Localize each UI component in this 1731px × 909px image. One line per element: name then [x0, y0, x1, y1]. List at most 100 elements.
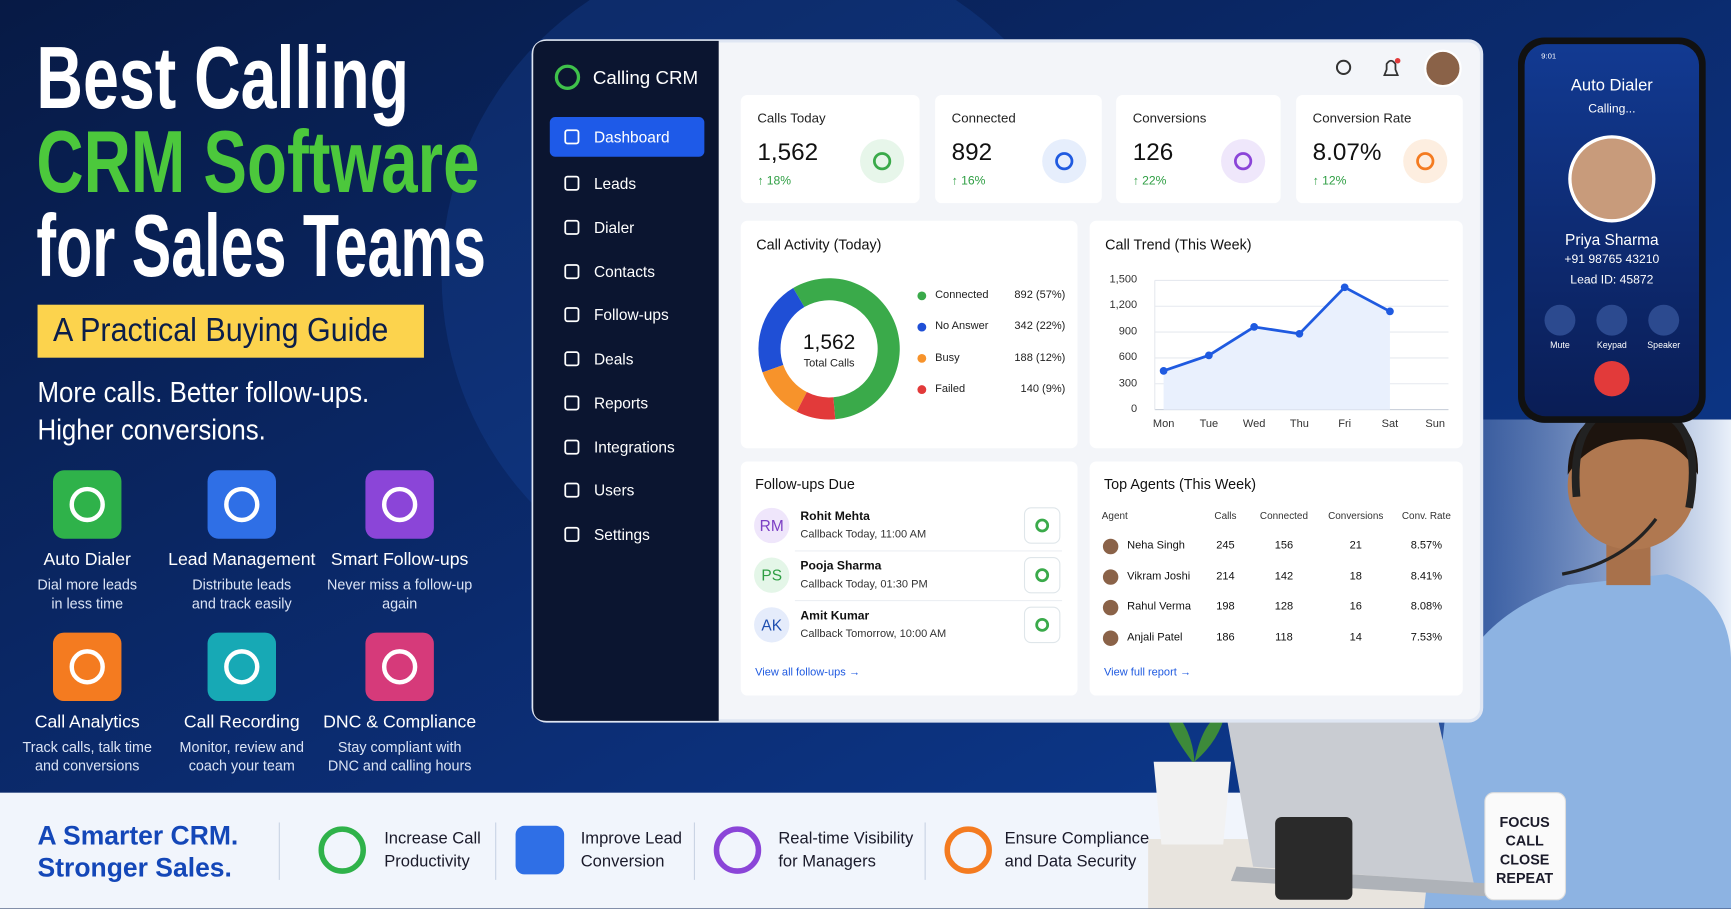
feature-glyph	[224, 486, 260, 523]
table-cell: 142	[1274, 570, 1294, 583]
agent-avatar	[1102, 599, 1119, 616]
search-icon	[1335, 59, 1352, 75]
feature-desc: Never miss a follow-up	[327, 576, 473, 593]
table-header: Calls	[1214, 510, 1237, 522]
value-label: 188 (12%)	[1014, 351, 1066, 364]
trend-point	[1159, 366, 1168, 375]
tagline: More calls. Better follow-ups.	[37, 375, 370, 409]
agent-avatar	[1102, 569, 1119, 585]
tagline: Higher conversions.	[37, 412, 266, 447]
stat-change: ↑ 16%	[951, 174, 986, 188]
stat-glyph	[872, 152, 892, 171]
table-cell: 214	[1216, 570, 1235, 583]
x-tick-label: Wed	[1242, 418, 1266, 431]
feature-title: Auto Dialer	[43, 550, 131, 570]
table-cell: 118	[1275, 631, 1293, 644]
panel	[740, 220, 1078, 449]
panel	[1089, 461, 1463, 696]
feature-glyph	[224, 649, 260, 685]
nav-item: Dashboard	[593, 128, 670, 146]
nav-item: Reports	[593, 394, 649, 412]
mug-text: CLOSE	[1499, 851, 1550, 868]
donut-slice	[793, 278, 900, 420]
slogan: Stronger Sales.	[37, 853, 232, 884]
benefit-text: Increase Call	[384, 829, 481, 848]
table-cell: 8.08%	[1410, 601, 1443, 614]
legend-dot	[917, 385, 927, 395]
phone-button-label: Mute	[1550, 340, 1570, 350]
call-glyph	[1035, 568, 1050, 583]
y-tick-label: 1,500	[1109, 273, 1138, 286]
benefit-icon	[318, 826, 366, 874]
benefit-text: for Managers	[778, 852, 876, 872]
feature-icon	[52, 470, 122, 539]
table-cell: 245	[1216, 539, 1235, 552]
table-header: Connected	[1259, 510, 1308, 522]
contact-lead: Lead ID: 45872	[1570, 273, 1654, 288]
headline-line: Best Calling	[36, 28, 410, 127]
phone-button-label: Keypad	[1596, 340, 1627, 350]
donut-slice	[796, 392, 836, 420]
feature-icon	[365, 470, 434, 539]
chart-title: Call Activity (Today)	[756, 236, 882, 253]
followup-initials: PS	[761, 566, 783, 585]
nav-item: Dialer	[593, 218, 635, 237]
table-cell: 198	[1216, 601, 1235, 614]
donut-slice	[758, 288, 805, 373]
nav-icon	[564, 175, 580, 191]
feature-desc: in less time	[51, 595, 124, 612]
followup-name: Amit Kumar	[800, 609, 870, 623]
feature-title: DNC & Compliance	[323, 713, 477, 732]
feature-desc: again	[382, 595, 418, 612]
feature-desc: and conversions	[34, 757, 140, 774]
feature-glyph	[381, 649, 418, 685]
nav-item: Contacts	[593, 262, 655, 281]
value-label: 892 (57%)	[1014, 289, 1066, 302]
table-cell: 16	[1349, 601, 1362, 614]
benefit-text: and Data Security	[1004, 852, 1137, 872]
mug	[1484, 792, 1567, 901]
table-cell: Rahul Verma	[1127, 601, 1192, 614]
stat-glyph	[1233, 152, 1253, 171]
nav-icon	[564, 307, 580, 323]
phone-status: Calling...	[1588, 102, 1636, 116]
stat-label: Calls Today	[757, 110, 826, 126]
nav-icon	[564, 264, 580, 280]
legend-dot	[917, 353, 927, 363]
stat-change: ↑ 12%	[1312, 174, 1347, 188]
value-label: 140 (9%)	[1020, 382, 1066, 396]
table-cell: 14	[1349, 631, 1362, 644]
nav-icon	[564, 395, 580, 411]
hair	[1567, 408, 1699, 475]
panel-title: Follow-ups Due	[755, 475, 855, 493]
link: View full report →	[1104, 666, 1191, 679]
benefit-text: Improve Lead	[580, 829, 682, 848]
stat-change: ↑ 18%	[757, 174, 792, 188]
stat-icon	[1403, 139, 1448, 184]
donut-center-label: Total Calls	[803, 357, 855, 370]
table-cell: 186	[1216, 631, 1235, 644]
trend-area	[1163, 287, 1390, 410]
nav-icon	[564, 482, 580, 498]
stat-icon	[1042, 139, 1087, 184]
followup-note: Callback Tomorrow, 10:00 AM	[800, 628, 947, 641]
feature-title: Lead Management	[168, 550, 316, 570]
x-tick-label: Tue	[1199, 418, 1219, 431]
legend-label: Busy	[935, 351, 960, 364]
agent-avatar	[1102, 630, 1119, 646]
trend-point	[1386, 307, 1394, 316]
trend-point	[1205, 351, 1213, 360]
followup-avatar	[754, 607, 790, 643]
call-glyph	[1035, 617, 1050, 632]
donut-center: 1,562	[802, 331, 856, 355]
phone-button-label: Speaker	[1647, 340, 1681, 350]
nav-icon	[564, 219, 580, 235]
table-cell: Anjali Patel	[1127, 631, 1183, 644]
table-cell: 128	[1274, 601, 1294, 614]
badge	[37, 304, 424, 358]
benefit-text: Real-time Visibility	[778, 829, 914, 848]
sidebar	[533, 40, 719, 721]
panel	[740, 461, 1078, 696]
stat-value: 126	[1132, 138, 1174, 166]
feature-title: Smart Follow-ups	[330, 550, 469, 570]
